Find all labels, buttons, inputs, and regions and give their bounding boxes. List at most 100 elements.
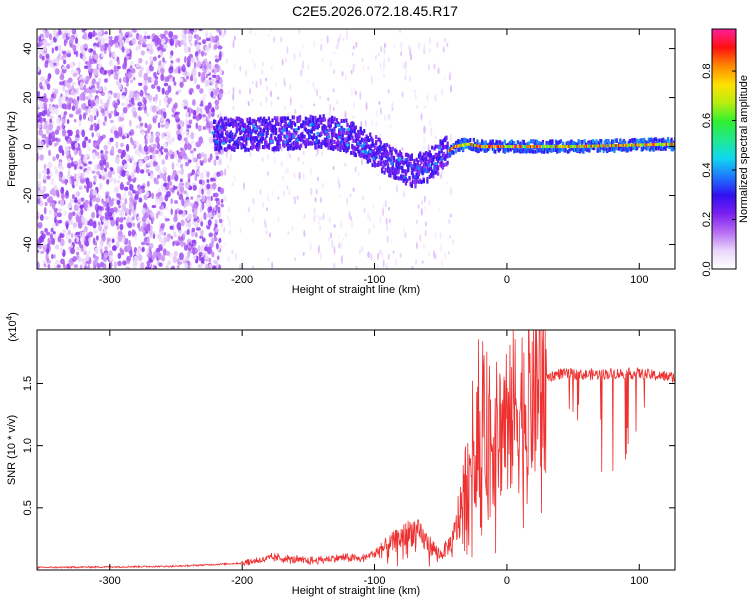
spectrogram-y-tick-label: -40 [22,237,34,253]
ridge-cell [392,175,396,180]
ridge-peak [566,145,570,149]
ridge-cell [290,124,293,129]
ridge-cell [494,149,497,154]
ridge-cell [313,141,316,146]
ridge-cell [322,117,325,122]
noise-speck [82,258,86,266]
ridge-cell [523,148,527,153]
noise-speck [72,44,77,52]
ridge-cell [369,132,372,137]
ridge-cell [240,136,243,141]
noise-speck [266,207,269,212]
ridge-cell [606,148,609,153]
ridge-peak [521,145,524,149]
snr-multiplier-label: (x104) [5,312,19,342]
noise-speck [103,70,108,75]
noise-speck [121,202,127,211]
noise-speck [98,39,102,48]
ridge-cell [626,148,629,153]
noise-speck [108,36,113,40]
ridge-peak [292,134,296,138]
ridge-cell [276,144,279,149]
noise-speck [172,255,178,264]
ridge-cell [304,127,307,132]
noise-speck [214,197,220,202]
noise-speck [382,67,385,73]
ridge-cell [403,160,406,165]
ridge-cell [241,142,244,147]
noise-speck [165,250,171,256]
ridge-cell [442,151,446,156]
ridge-peak [440,157,444,161]
ridge-cell [641,146,645,151]
ridge-cell [556,149,559,154]
ridge-peak [475,144,478,148]
noise-speck [70,90,75,96]
ridge-cell [248,121,251,126]
noise-speck [48,104,53,113]
noise-speck [108,113,112,119]
ridge-cell [388,173,391,178]
ridge-cell [235,126,238,131]
ridge-cell [446,141,449,146]
ridge-cell [311,126,315,131]
ridge-cell [417,153,421,158]
ridge-cell [356,133,359,138]
ridge-cell [446,146,449,151]
noise-speck [150,132,154,141]
ridge-cell [659,145,662,150]
noise-speck [336,99,339,106]
ridge-cell [241,121,244,126]
noise-speck [331,239,334,249]
ridge-cell [385,160,388,165]
ridge-cell [350,125,353,130]
noise-speck [350,219,353,229]
noise-speck [354,62,357,69]
ridge-cell [381,155,384,160]
ridge-peak [539,145,542,149]
noise-speck [60,186,65,195]
noise-speck [88,237,92,243]
noise-speck [95,131,100,137]
noise-speck [361,246,364,252]
ridge-cell [279,137,282,142]
noise-speck [130,68,136,74]
noise-speck [44,201,48,207]
noise-speck [196,219,201,223]
ridge-cell [414,163,417,168]
noise-speck [212,265,217,269]
noise-speck [64,146,69,151]
noise-speck [411,265,414,269]
ridge-cell [344,146,347,151]
ridge-cell [607,139,610,144]
ridge-cell [278,145,281,150]
ridge-cell [296,139,299,144]
noise-speck [214,58,220,63]
noise-speck [149,154,153,160]
ridge-cell [339,143,342,148]
ridge-cell [465,138,468,143]
noise-speck [313,207,316,215]
noise-speck [103,222,108,227]
noise-speck [121,95,126,100]
ridge-peak [211,131,215,135]
ridge-cell [336,121,340,126]
ridge-peak [473,143,477,147]
ridge-cell [640,138,643,143]
ridge-cell [288,130,291,135]
ridge-cell [323,142,327,147]
ridge-cell [325,126,328,131]
ridge-cell [624,146,627,151]
noise-speck [106,178,110,185]
ridge-cell [258,142,261,147]
ridge-cell [631,139,634,144]
ridge-peak [398,156,402,161]
ridge-peak [550,145,553,149]
ridge-cell [479,147,483,152]
ridge-cell [640,147,643,152]
noise-speck [329,59,332,68]
ridge-cell [263,122,266,127]
ridge-cell [541,146,545,151]
ridge-cell [316,125,319,130]
